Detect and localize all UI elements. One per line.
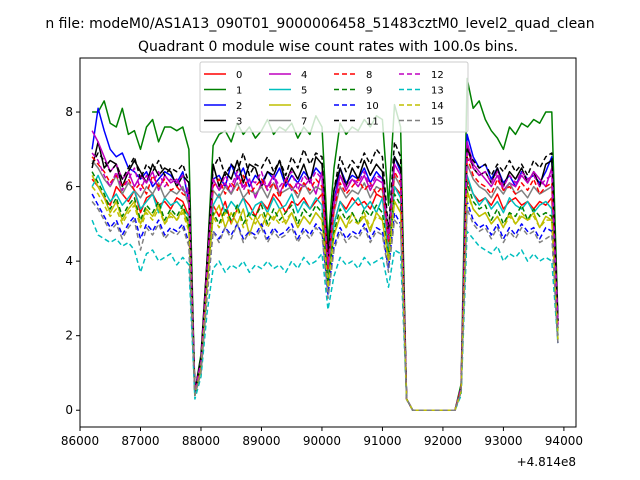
axis-ticks: 86000 87000 88000 89000 90000 91000 92000 93000… bbox=[61, 105, 583, 448]
x-tick-label: 89000 bbox=[242, 434, 280, 448]
x-tick-label: 91000 bbox=[363, 434, 401, 448]
series-line-11 bbox=[91, 141, 559, 411]
legend-label-12: 12 bbox=[431, 70, 444, 81]
x-offset-label: +4.814e8 bbox=[517, 455, 576, 469]
x-tick-label: 92000 bbox=[424, 434, 462, 448]
legend-label-6: 6 bbox=[301, 101, 307, 112]
series-line-8 bbox=[91, 156, 559, 411]
figure-suptitle: n file: modeM0/AS1A13_090T01_9000006458_… bbox=[45, 16, 594, 32]
chart-title: Quadrant 0 module wise count rates with … bbox=[138, 39, 518, 55]
plot-frame bbox=[79, 57, 577, 428]
legend-label-2: 2 bbox=[236, 101, 242, 112]
series-line-14 bbox=[91, 186, 559, 411]
legend-label-5: 5 bbox=[301, 86, 307, 97]
legend-label-14: 14 bbox=[431, 101, 444, 112]
series-line-1 bbox=[92, 77, 559, 411]
legend-box bbox=[199, 61, 469, 133]
x-tick-label: 93000 bbox=[484, 434, 522, 448]
series-line-12 bbox=[91, 152, 559, 411]
x-tick-label: 88000 bbox=[182, 434, 220, 448]
legend-label-13: 13 bbox=[431, 86, 444, 97]
legend-label-7: 7 bbox=[301, 117, 307, 128]
legend-label-10: 10 bbox=[366, 101, 379, 112]
series-lines bbox=[91, 77, 559, 411]
y-tick-label: 4 bbox=[65, 254, 73, 268]
legend-label-4: 4 bbox=[301, 70, 307, 81]
legend-label-3: 3 bbox=[236, 117, 242, 128]
y-tick-label: 2 bbox=[65, 329, 73, 343]
series-line-10 bbox=[91, 193, 559, 411]
series-line-15 bbox=[91, 201, 559, 411]
y-tick-label: 8 bbox=[65, 105, 73, 119]
legend-label-0: 0 bbox=[236, 70, 242, 81]
legend-label-1: 1 bbox=[236, 86, 242, 97]
legend-label-11: 11 bbox=[366, 117, 379, 128]
x-tick-label: 86000 bbox=[61, 434, 99, 448]
x-tick-label: 94000 bbox=[545, 434, 583, 448]
legend-label-15: 15 bbox=[431, 117, 444, 128]
series-line-13 bbox=[91, 219, 559, 411]
y-tick-label: 6 bbox=[65, 180, 73, 194]
x-tick-label: 90000 bbox=[303, 434, 341, 448]
series-line-9 bbox=[91, 171, 559, 411]
legend-label-9: 9 bbox=[366, 86, 372, 97]
x-tick-label: 87000 bbox=[121, 434, 159, 448]
y-tick-label: 0 bbox=[65, 403, 73, 417]
legend-label-8: 8 bbox=[366, 70, 372, 81]
series-line-5 bbox=[91, 174, 559, 411]
